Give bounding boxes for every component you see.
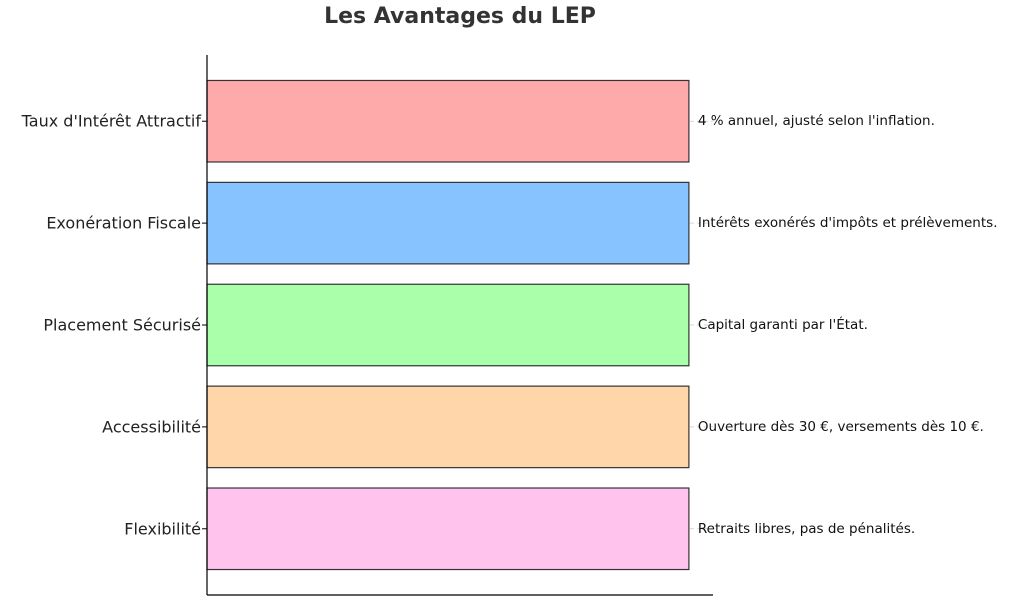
chart-title: Les Avantages du LEP	[324, 4, 596, 29]
category-labels: Taux d'Intérêt Attractif Exonération Fisc…	[21, 112, 202, 539]
bar	[206, 487, 690, 571]
bar	[206, 283, 690, 367]
y-tick-label: Exonération Fiscale	[46, 214, 201, 233]
y-tick-label: Taux d'Intérêt Attractif	[21, 112, 202, 131]
bar	[206, 181, 690, 265]
bars	[206, 79, 690, 571]
bar-annotations: 4 % annuel, ajusté selon l'inflation. Int…	[698, 113, 998, 537]
bar	[206, 79, 690, 163]
axes	[202, 55, 713, 596]
bar-annotation: Intérêts exonérés d'impôts et prélèvemen…	[698, 215, 998, 231]
y-tick-label: Flexibilité	[124, 519, 201, 538]
bar-annotation: 4 % annuel, ajusté selon l'inflation.	[698, 113, 935, 129]
y-tick-label: Placement Sécurisé	[43, 316, 201, 335]
bar-annotation: Capital garanti par l'État.	[698, 316, 868, 333]
bar-annotation: Ouverture dès 30 €, versements dès 10 €.	[698, 419, 984, 435]
y-tick-label: Accessibilité	[102, 417, 201, 436]
bar-annotation: Retraits libres, pas de pénalités.	[698, 521, 915, 537]
bar	[206, 385, 690, 469]
